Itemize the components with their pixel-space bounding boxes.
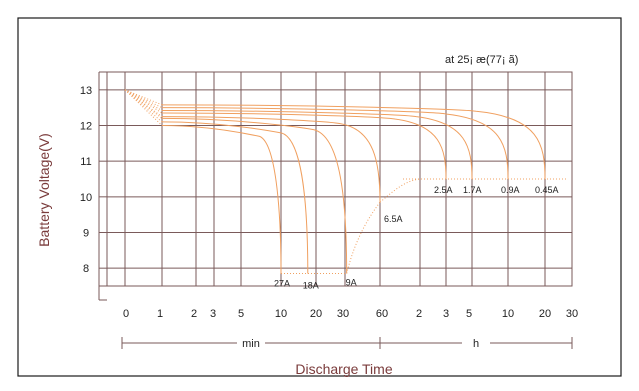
plot-area-border [106, 71, 573, 287]
series-label: 0.45A [535, 185, 559, 195]
x-tick-label: 3 [210, 308, 216, 320]
x-tick-label: 30 [337, 308, 349, 320]
x-axis-label: Discharge Time [295, 361, 392, 377]
series-line [161, 121, 309, 274]
x-tick-label: 1 [157, 308, 163, 320]
series-initial-drop [124, 89, 163, 111]
series-label: 9A [346, 278, 357, 288]
axes [98, 71, 107, 301]
x-tick-label: 30 [566, 308, 578, 320]
y-axis-label: Battery Voltage(V) [36, 133, 52, 247]
x-tick-label: 3 [443, 308, 449, 320]
series-line [161, 107, 509, 180]
series-initial-drop [124, 89, 163, 123]
x-tick-label: 10 [502, 308, 514, 320]
series-label: 27A [274, 279, 290, 289]
series-label: 2.5A [434, 185, 453, 195]
x-tick-label: 5 [238, 308, 244, 320]
x-tick-label: 20 [310, 308, 322, 320]
series-label: 1.7A [463, 185, 482, 195]
series-initial-drop [124, 89, 163, 126]
unit-span-label: h [473, 338, 479, 350]
unit-span-label: min [242, 338, 260, 350]
y-tick-label: 13 [80, 85, 92, 97]
series-line [161, 117, 348, 274]
x-tick-label: 60 [376, 308, 388, 320]
series-line [161, 112, 447, 180]
x-tick-label: 5 [466, 308, 472, 320]
series-line [161, 125, 282, 274]
x-tick-label: 2 [416, 308, 422, 320]
y-tick-label: 8 [83, 263, 89, 275]
series-labels: 27A 18A 9A 6.5A 2.5A 1.7A 0.9A 0.45A [274, 185, 559, 291]
series-initial-drop [124, 89, 163, 106]
series-line [161, 116, 381, 203]
x-tick-label: 20 [539, 308, 551, 320]
y-tick-label: 10 [80, 192, 92, 204]
y-tick-label: 9 [83, 228, 89, 240]
cutoff-curve [346, 201, 381, 274]
unit-spans: min h [121, 337, 573, 350]
series-line [161, 110, 473, 180]
x-tick-label: 2 [191, 308, 197, 320]
series-label: 6.5A [384, 214, 403, 224]
series-lines [124, 89, 566, 275]
series-initial-drop [124, 89, 163, 114]
y-tick-label: 11 [80, 156, 91, 168]
y-tick-label: 12 [80, 121, 92, 133]
x-tick-label: 0 [123, 308, 129, 320]
series-label: 18A [303, 281, 319, 291]
chart-title: at 25¡ æ(77¡ ã) [445, 54, 518, 66]
series-line [161, 104, 546, 180]
series-label: 0.9A [501, 185, 520, 195]
x-tick-label: 10 [275, 308, 287, 320]
